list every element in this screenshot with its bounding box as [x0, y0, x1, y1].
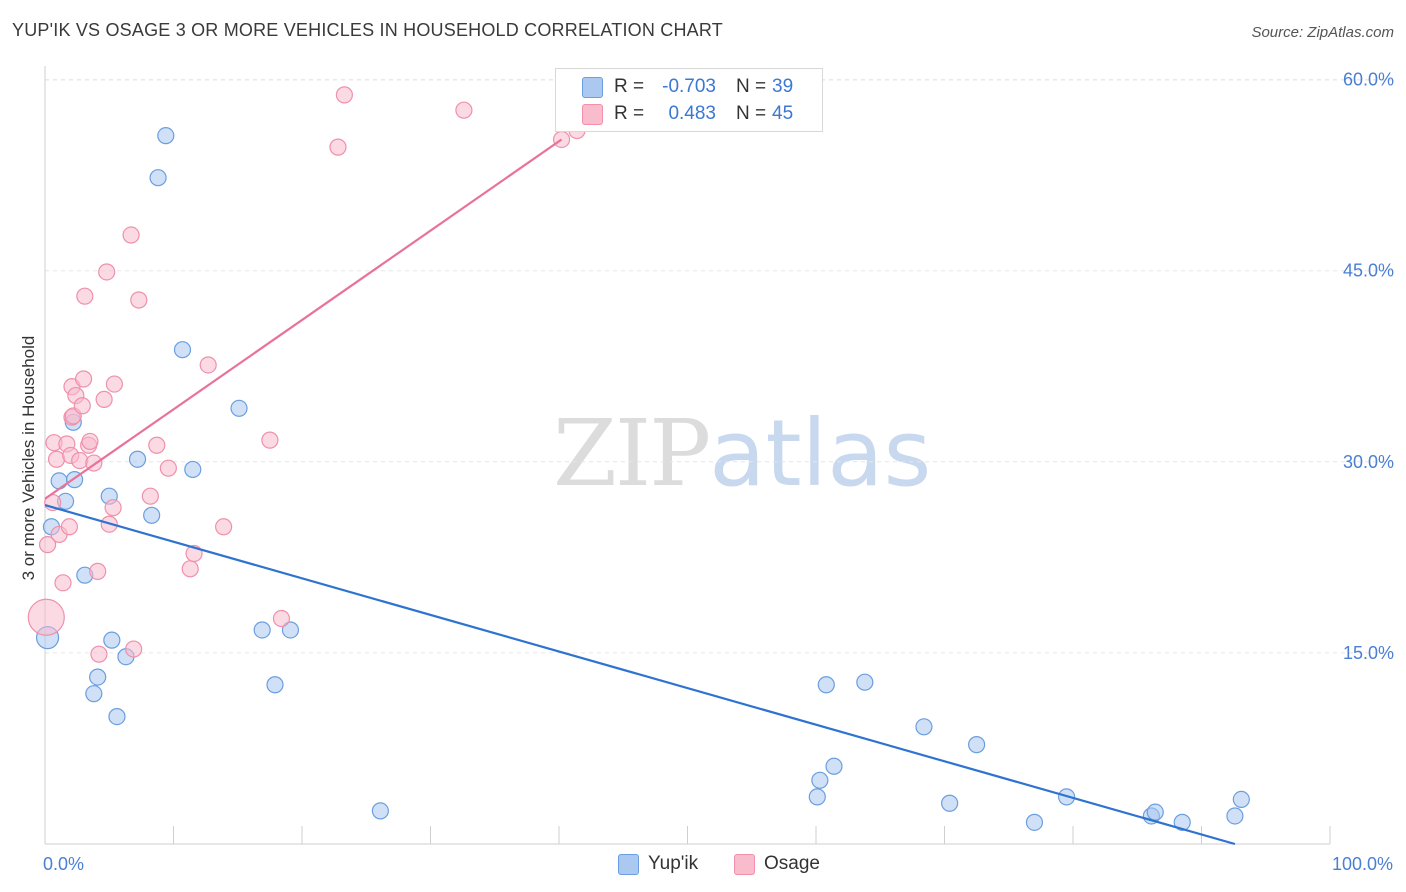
yupik-point — [1226, 807, 1244, 825]
yupik-point — [85, 685, 103, 703]
osage-point — [272, 609, 291, 628]
yupik-point — [915, 718, 933, 736]
osage-point — [98, 263, 116, 281]
osage-point — [130, 291, 148, 309]
yupik-point — [89, 668, 107, 686]
n-value: 39 — [772, 76, 794, 97]
yupik-point — [941, 794, 959, 812]
r-value: -0.703 — [662, 76, 716, 97]
yupik-point — [50, 472, 68, 490]
osage-point — [38, 536, 57, 554]
osage-point — [95, 390, 113, 408]
osage-point — [181, 560, 199, 578]
osage-point — [335, 86, 354, 104]
yupik-point — [371, 802, 389, 820]
yupik-point — [1146, 803, 1164, 821]
yupik-point — [817, 676, 835, 694]
osage-point — [148, 436, 166, 454]
x-tick-label: 100.0% — [1332, 854, 1393, 874]
yupik-swatch — [582, 77, 603, 98]
yupik-point — [266, 676, 284, 694]
stats-legend-row-yupik: R = -0.703 N = 39 — [556, 73, 822, 100]
yupik-point — [1025, 813, 1044, 831]
watermark-atlas: atlas — [709, 400, 932, 507]
yupik-point — [108, 707, 126, 726]
osage-point — [89, 562, 107, 580]
yupik-trend-line — [44, 504, 1236, 846]
osage-point — [122, 226, 140, 244]
osage-trend-line — [44, 138, 563, 500]
n-value: 45 — [772, 103, 794, 124]
osage-point — [76, 287, 94, 305]
yupik-point — [173, 341, 192, 359]
source-label: Source: ZipAtlas.com — [1251, 24, 1394, 41]
osage-point — [71, 451, 89, 470]
osage-point — [60, 518, 79, 536]
r-label: R = — [614, 103, 645, 124]
yupik-point — [103, 631, 121, 649]
yupik-point — [968, 736, 986, 754]
stats-legend-row-osage: R = 0.483 N = 45 — [556, 100, 822, 127]
osage-point — [125, 640, 143, 658]
r-label: R = — [614, 76, 645, 97]
yupik-point — [143, 506, 161, 524]
yupik-point — [281, 621, 300, 639]
yupik-point — [1173, 813, 1191, 831]
osage-point — [74, 370, 93, 388]
osage-point — [329, 138, 347, 156]
yupik-point — [808, 788, 826, 806]
yupik-point — [856, 673, 874, 691]
osage-point — [27, 598, 65, 636]
n-label: N = — [736, 76, 767, 97]
osage-legend-swatch — [734, 854, 755, 875]
osage-swatch — [582, 104, 603, 125]
yupik-point — [149, 169, 167, 187]
y-tick-label: 60.0% — [1343, 70, 1394, 90]
yupik-point — [157, 127, 175, 145]
osage-point — [47, 450, 66, 468]
osage-point — [81, 432, 99, 451]
osage-point — [159, 459, 177, 477]
x-tick-label: 0.0% — [43, 854, 84, 874]
n-label: N = — [736, 103, 767, 124]
osage-point — [261, 431, 279, 449]
yupik-point — [184, 460, 202, 479]
chart-title: YUP'IK VS OSAGE 3 OR MORE VEHICLES IN HO… — [12, 20, 723, 40]
osage-point — [90, 645, 108, 663]
yupik-legend-label: Yup'ik — [648, 853, 699, 874]
osage-point — [215, 518, 233, 536]
yupik-point — [253, 621, 271, 639]
osage-point — [54, 574, 72, 592]
osage-point — [104, 499, 122, 517]
y-tick-label: 30.0% — [1343, 452, 1394, 472]
osage-point — [455, 101, 473, 119]
yupik-point — [128, 450, 147, 468]
osage-point — [73, 397, 91, 415]
stats-legend: R = -0.703 N = 39 R = 0.483 N = 45 — [555, 68, 823, 132]
zipatlas-watermark: ZIPatlas — [553, 400, 932, 507]
yupik-point — [825, 757, 843, 775]
y-tick-label: 45.0% — [1343, 261, 1394, 281]
y-axis-label: 3 or more Vehicles in Household — [19, 336, 38, 581]
osage-legend-label: Osage — [764, 853, 820, 874]
osage-point — [105, 375, 123, 393]
watermark-zip: ZIP — [553, 400, 711, 507]
yupik-point — [230, 399, 248, 417]
yupik-legend-swatch — [618, 854, 639, 875]
r-value: 0.483 — [668, 103, 716, 124]
osage-point — [199, 356, 217, 374]
yupik-point — [1232, 790, 1250, 809]
osage-point — [141, 487, 159, 505]
y-tick-label: 15.0% — [1343, 643, 1394, 663]
yupik-point — [811, 771, 829, 789]
